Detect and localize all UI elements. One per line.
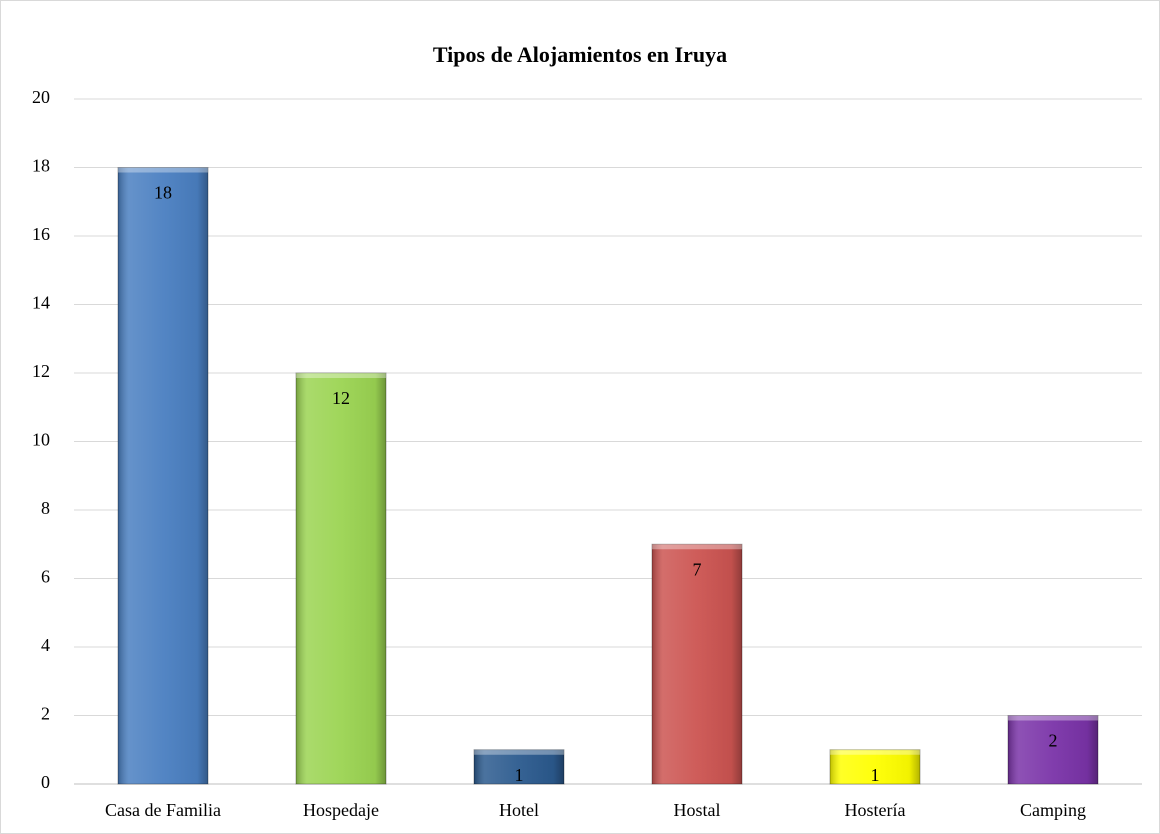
x-tick-label: Hospedaje [303,800,379,820]
x-tick-label: Camping [1020,800,1086,820]
y-tick-label: 0 [41,772,50,792]
y-tick-label: 20 [32,87,50,107]
bar-bevel [296,373,386,784]
bar-bevel [118,167,208,784]
data-label: 12 [332,388,350,408]
bar-bevel [652,544,742,784]
chart-title: Tipos de Alojamientos en Iruya [433,42,727,67]
data-label: 2 [1049,731,1058,751]
y-tick-label: 4 [41,635,50,655]
x-tick-label: Casa de Familia [105,800,221,820]
y-tick-label: 8 [41,498,50,518]
x-tick-label: Hostería [845,800,906,820]
bar-top-bevel [830,749,920,755]
y-tick-label: 6 [41,567,50,587]
bar-bevel [474,749,564,784]
data-label: 7 [693,559,702,579]
bar-bevel [830,749,920,784]
data-label: 18 [154,183,172,203]
y-tick-label: 16 [32,224,50,244]
bar-bevel [1008,715,1098,784]
bar-top-bevel [296,373,386,378]
bar-top-bevel [1008,715,1098,721]
x-tick-label: Hotel [499,800,539,820]
bar-top-bevel [652,544,742,550]
data-label: 1 [515,765,524,785]
bar-top-bevel [118,167,208,173]
data-label: 1 [871,765,880,785]
y-tick-label: 2 [41,704,50,724]
y-tick-label: 10 [32,430,50,450]
y-tick-label: 14 [32,293,50,313]
y-tick-label: 12 [32,361,50,381]
bar-top-bevel [474,749,564,755]
x-tick-label: Hostal [674,800,721,820]
y-tick-label: 18 [32,156,50,176]
